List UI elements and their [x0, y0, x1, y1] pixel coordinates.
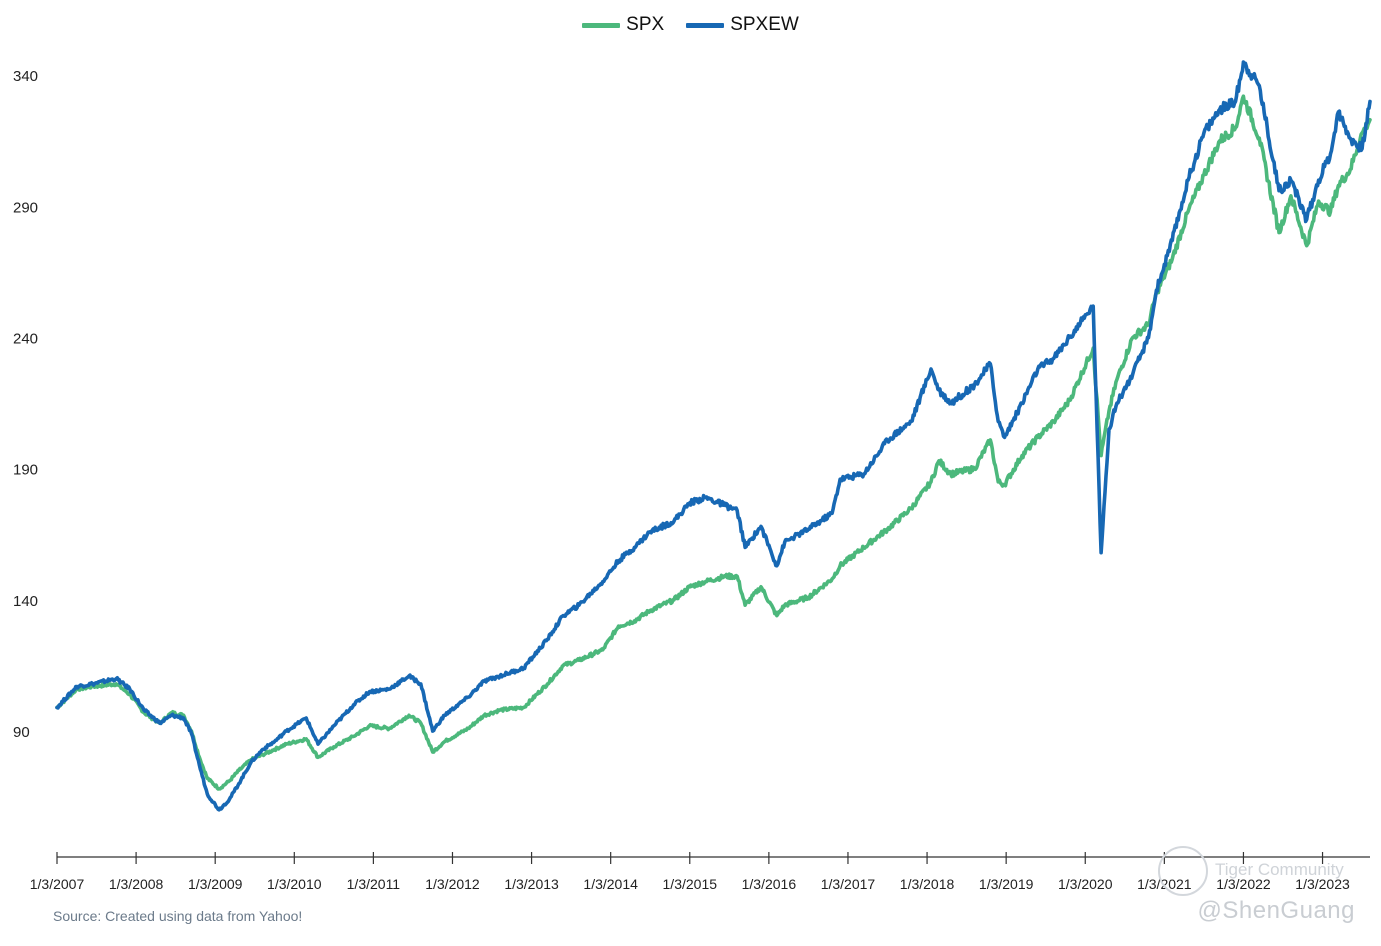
y-tick-label: 240: [13, 331, 38, 348]
legend-item-spxew[interactable]: SPXEW: [686, 14, 799, 36]
watermark-community: Tiger Community: [1215, 860, 1344, 879]
tiger-logo-watermark: [1158, 846, 1208, 896]
series-line-spxew: [55, 60, 1372, 812]
source-note: Source: Created using data from Yahoo!: [53, 908, 303, 924]
y-tick-label: 340: [13, 68, 38, 85]
x-tick-label: 1/3/2022: [1216, 876, 1271, 892]
x-tick-label: 1/3/2014: [583, 876, 638, 892]
x-tick-label: 1/3/2017: [821, 876, 876, 892]
x-tick-label: 1/3/2015: [663, 876, 718, 892]
spxew-swatch: [686, 22, 725, 28]
x-tick-label: 1/3/2010: [267, 876, 322, 892]
y-tick-label: 140: [13, 593, 38, 610]
x-tick-label: 1/3/2007: [30, 876, 85, 892]
spx-swatch: [582, 22, 621, 28]
x-tick-label: 1/3/2023: [1295, 876, 1350, 892]
x-tick-label: 1/3/2020: [1058, 876, 1113, 892]
y-axis-ticks: 90 140 190 240 290 340: [13, 68, 38, 741]
x-tick-label: 1/3/2011: [347, 876, 401, 892]
legend: SPX SPXEW: [0, 14, 1381, 36]
x-tick-label: 1/3/2016: [742, 876, 797, 892]
series-layer: [55, 60, 1372, 812]
legend-label-spxew: SPXEW: [730, 14, 799, 35]
y-tick-label: 290: [13, 199, 38, 216]
x-tick-label: 1/3/2012: [425, 876, 480, 892]
series-line-spx: [55, 94, 1372, 791]
x-tick-label: 1/3/2008: [109, 876, 164, 892]
x-tick-label: 1/3/2013: [504, 876, 559, 892]
y-tick-label: 90: [13, 724, 30, 741]
x-tick-label: 1/3/2009: [188, 876, 243, 892]
legend-label-spx: SPX: [626, 14, 665, 35]
legend-item-spx[interactable]: SPX: [582, 14, 664, 36]
y-tick-label: 190: [13, 462, 38, 479]
watermark-handle: @ShenGuang: [1197, 897, 1355, 924]
x-tick-label: 1/3/2018: [900, 876, 955, 892]
x-tick-label: 1/3/2019: [979, 876, 1034, 892]
